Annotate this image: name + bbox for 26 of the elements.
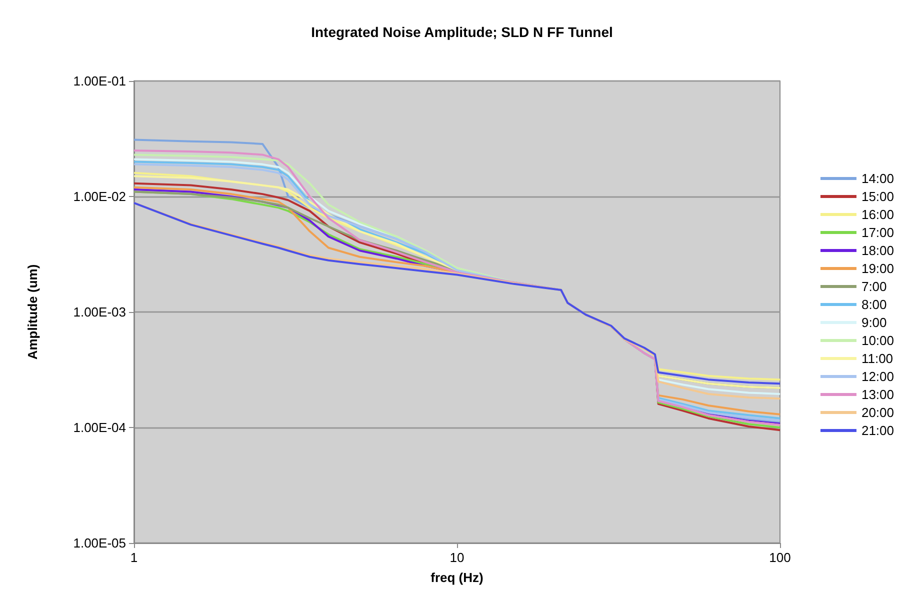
legend-label: 7:00 [861, 279, 887, 294]
legend-label: 9:00 [861, 315, 887, 330]
x-tick-label: 100 [769, 550, 791, 565]
x-tick-label: 10 [450, 550, 464, 565]
legend-label: 12:00 [861, 369, 894, 384]
y-axis-title: Amplitude (um) [25, 264, 40, 360]
legend-label: 21:00 [861, 423, 894, 438]
legend-label: 10:00 [861, 333, 894, 348]
chart-title: Integrated Noise Amplitude; SLD N FF Tunnel [311, 24, 613, 40]
legend-label: 14:00 [861, 171, 894, 186]
y-tick-label: 1.00E-04 [73, 420, 126, 435]
x-tick-label: 1 [130, 550, 138, 565]
y-tick-label: 1.00E-01 [73, 74, 126, 88]
legend-label: 18:00 [861, 243, 894, 258]
x-axis-title: freq (Hz) [430, 570, 484, 585]
legend-label: 15:00 [861, 189, 894, 204]
legend-label: 8:00 [861, 297, 887, 312]
y-tick-label: 1.00E-02 [73, 189, 126, 204]
legend-label: 20:00 [861, 405, 894, 420]
legend-label: 17:00 [861, 225, 894, 240]
legend-label: 13:00 [861, 387, 894, 402]
y-tick-label: 1.00E-03 [73, 304, 126, 320]
legend-label: 19:00 [861, 261, 894, 276]
y-tick-label: 1.00E-05 [73, 536, 126, 550]
legend-label: 11:00 [861, 351, 894, 366]
legend-label: 16:00 [861, 207, 894, 222]
